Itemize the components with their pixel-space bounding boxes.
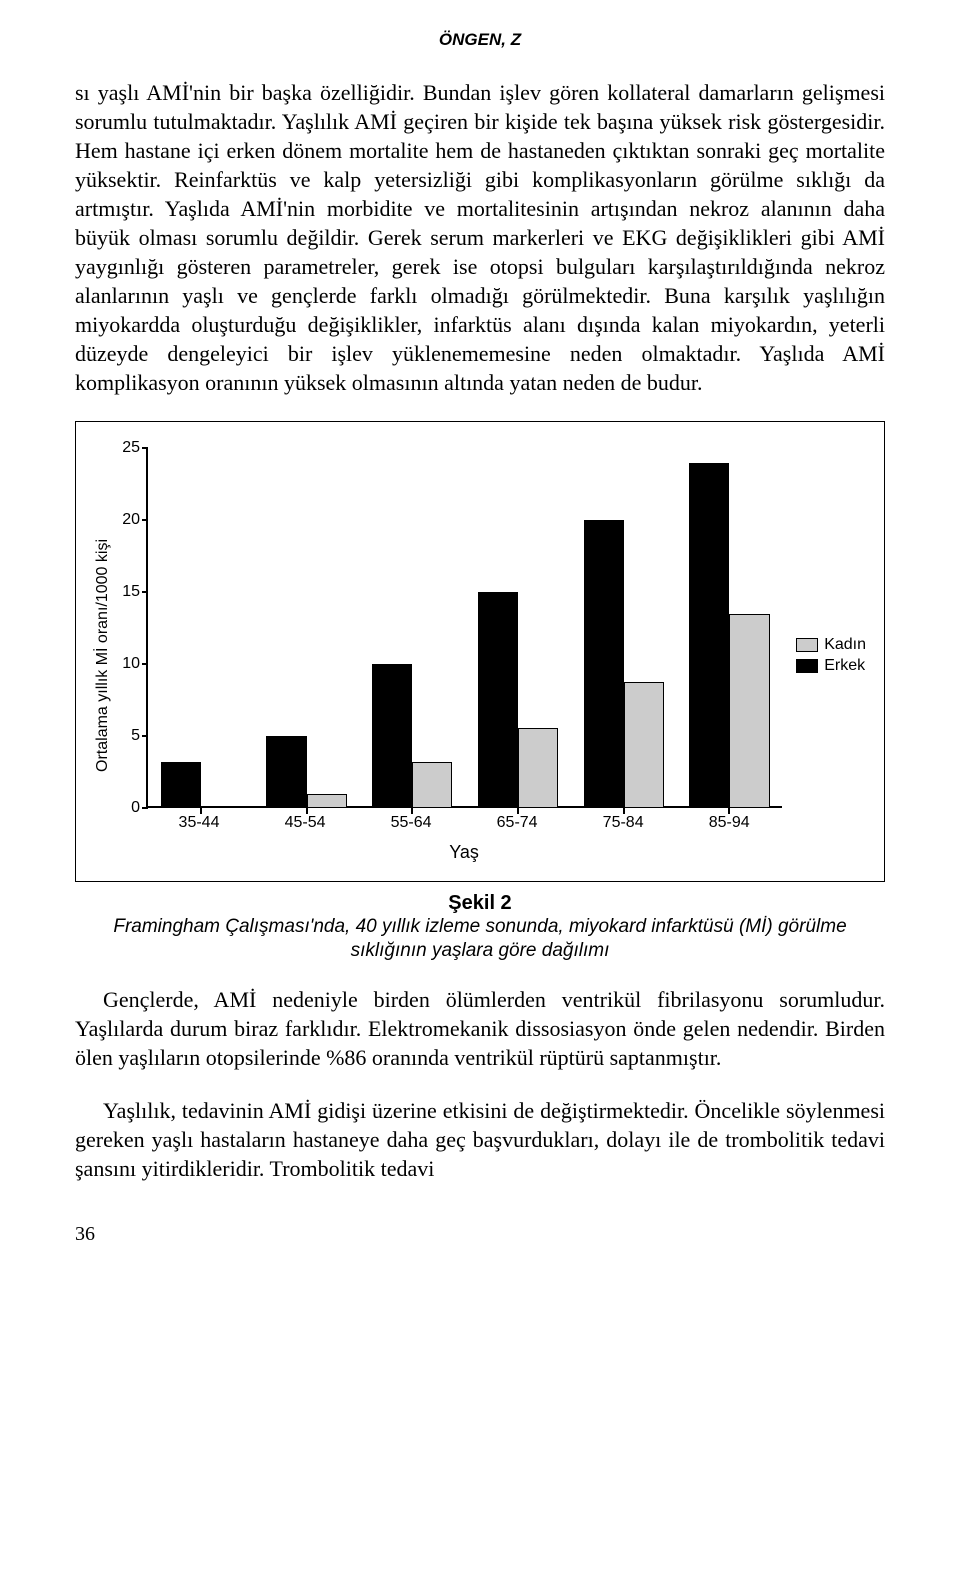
x-tick-label: 75-84 xyxy=(570,814,676,832)
y-tick-mark xyxy=(142,663,148,665)
figure-caption: Framingham Çalışması'nda, 40 yıllık izle… xyxy=(75,915,885,963)
x-tick-label: 35-44 xyxy=(146,814,252,832)
chart-legend: Kadın Erkek xyxy=(782,633,866,678)
y-tick-label: 15 xyxy=(122,583,140,601)
bar-group xyxy=(677,448,783,808)
bar-erkek xyxy=(372,664,412,808)
y-tick-label: 5 xyxy=(131,727,140,745)
y-tick-mark xyxy=(142,519,148,521)
y-tick-label: 25 xyxy=(122,439,140,457)
y-tick-mark xyxy=(142,735,148,737)
figure-title: Şekil 2 xyxy=(75,892,885,915)
x-tick-label: 45-54 xyxy=(252,814,358,832)
bar-erkek xyxy=(689,463,729,809)
x-tick-mark xyxy=(623,808,625,814)
y-tick-labels-column: 0510152025 xyxy=(118,448,146,808)
bar-group xyxy=(254,448,360,808)
x-tick-mark xyxy=(517,808,519,814)
legend-swatch xyxy=(796,638,818,652)
y-tick-mark xyxy=(142,591,148,593)
bar-kadin xyxy=(307,794,347,808)
bar-group xyxy=(571,448,677,808)
x-tick-label: 55-64 xyxy=(358,814,464,832)
x-tick-mark xyxy=(306,808,308,814)
y-axis-label: Ortalama yıllık Mİ oranı/1000 kişi xyxy=(94,539,112,772)
bar-kadin xyxy=(412,762,452,808)
bar-erkek xyxy=(584,520,624,808)
x-tick-mark xyxy=(728,808,730,814)
bar-erkek xyxy=(478,592,518,808)
chart-container: Ortalama yıllık Mİ oranı/1000 kişi 05101… xyxy=(75,421,885,882)
x-tick-label: 85-94 xyxy=(676,814,782,832)
plot-wrapper: 0510152025 35-4445-5455-6465-7475-8485-9… xyxy=(118,448,782,863)
x-tick-labels-row: 35-4445-5455-6465-7475-8485-94 xyxy=(146,814,782,832)
bar-kadin xyxy=(518,728,558,809)
legend-label: Erkek xyxy=(824,657,865,675)
bar-erkek xyxy=(266,736,306,808)
y-tick-label: 10 xyxy=(122,655,140,673)
body-paragraph-2: Gençlerde, AMİ nedeniyle birden ölümlerd… xyxy=(75,985,885,1072)
body-paragraph-1: sı yaşlı AMİ'nin bir başka özelliğidir. … xyxy=(75,78,885,397)
legend-label: Kadın xyxy=(824,636,866,654)
legend-swatch xyxy=(796,659,818,673)
bar-kadin xyxy=(729,614,769,808)
x-axis-label: Yaş xyxy=(146,842,782,863)
x-tick-mark xyxy=(411,808,413,814)
y-axis-label-wrap: Ortalama yıllık Mİ oranı/1000 kişi xyxy=(94,539,118,772)
bar-kadin xyxy=(624,682,664,809)
legend-item: Erkek xyxy=(796,657,866,675)
y-tick-mark xyxy=(142,447,148,449)
bar-group xyxy=(148,448,254,808)
plot-area xyxy=(146,448,782,808)
x-tick-mark xyxy=(200,808,202,814)
x-tick-label: 65-74 xyxy=(464,814,570,832)
bars-row xyxy=(148,448,782,808)
author-header: ÖNGEN, Z xyxy=(75,30,885,50)
bar-erkek xyxy=(161,762,201,808)
bar-group xyxy=(465,448,571,808)
legend-item: Kadın xyxy=(796,636,866,654)
y-tick-label: 20 xyxy=(122,511,140,529)
bar-group xyxy=(359,448,465,808)
body-paragraph-3: Yaşlılık, tedavinin AMİ gidişi üzerine e… xyxy=(75,1096,885,1183)
page-number: 36 xyxy=(75,1223,885,1246)
